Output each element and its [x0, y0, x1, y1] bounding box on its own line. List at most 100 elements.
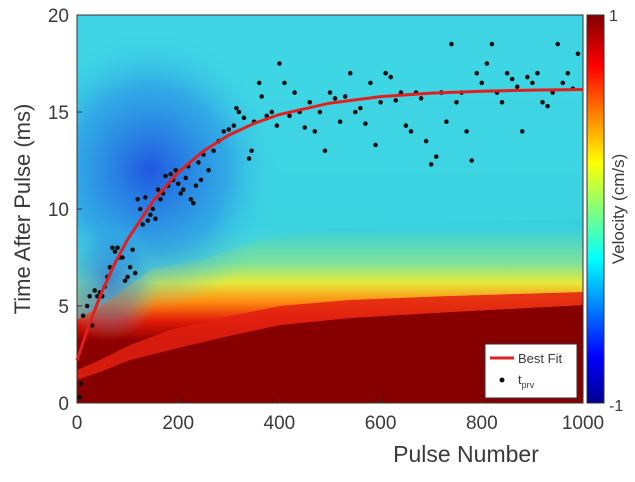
scatter-point [474, 70, 480, 76]
scatter-point [519, 129, 525, 134]
scatter-point [550, 90, 555, 95]
scatter-point [221, 129, 227, 134]
scatter-point [274, 123, 280, 128]
scatter-point [183, 175, 189, 181]
scatter-point [112, 249, 118, 254]
scatter-point [78, 381, 84, 386]
scatter-point [120, 255, 125, 260]
scatter-point [246, 156, 252, 161]
colorbar-tick-label: -1 [609, 398, 623, 415]
scatter-point [125, 274, 130, 280]
scatter-point [312, 129, 318, 134]
y-tick-label: 5 [58, 297, 69, 318]
scatter-point [122, 278, 128, 284]
x-tick-label: 0 [72, 413, 83, 434]
scatter-point [150, 206, 156, 212]
scatter-point [287, 113, 292, 119]
scatter-point [358, 105, 363, 111]
scatter-point [236, 109, 242, 115]
scatter-point [378, 100, 383, 105]
scatter-point [191, 200, 196, 206]
scatter-point [180, 187, 186, 192]
scatter-point [158, 197, 163, 202]
scatter-point [433, 154, 439, 159]
scatter-point [540, 100, 545, 105]
x-tick-label: 600 [365, 413, 397, 434]
colorbar-tick-label: 1 [609, 8, 618, 25]
scatter-point [92, 288, 98, 293]
x-tick-label: 200 [162, 413, 194, 434]
scatter-point [525, 74, 530, 80]
scatter-point [89, 323, 95, 328]
scatter-point [188, 197, 194, 202]
scatter-point [132, 270, 138, 276]
scatter-point [353, 109, 358, 115]
y-tick-label: 20 [48, 6, 69, 27]
scatter-point [206, 167, 211, 173]
scatter-point [231, 123, 237, 128]
scatter-point [514, 84, 520, 90]
y-tick-label: 0 [58, 394, 69, 415]
scatter-point [332, 96, 338, 101]
scatter-point [77, 394, 82, 400]
scatter-point [535, 70, 540, 76]
scatter-point [327, 90, 333, 95]
scatter-point [469, 158, 474, 163]
scatter-point [241, 115, 247, 121]
scatter-point [317, 109, 323, 115]
scatter-point [383, 70, 388, 76]
scatter-point [423, 138, 429, 144]
scatter-point [130, 247, 135, 253]
scatter-point [373, 142, 378, 148]
legend-marker [499, 377, 505, 383]
legend-label-subscript: prv [522, 380, 535, 390]
scatter-point [565, 70, 571, 76]
scatter-point [530, 80, 535, 86]
scatter-point [193, 183, 199, 189]
scatter-point [153, 216, 158, 221]
scatter-point [80, 313, 86, 319]
scatter-point [428, 162, 434, 167]
scatter-point [337, 119, 343, 124]
scatter-point [127, 264, 133, 270]
scatter-point [137, 206, 143, 212]
scatter-point [145, 218, 151, 223]
scatter-point [135, 197, 141, 202]
scatter-point [545, 103, 550, 109]
scatter-point [269, 109, 275, 115]
legend-label: Best Fit [518, 351, 562, 366]
scatter-point [484, 61, 490, 66]
scatter-point [178, 191, 184, 196]
y-tick-label: 15 [48, 103, 69, 124]
scatter-point [211, 148, 216, 154]
scatter-point [256, 80, 262, 86]
colorbar-label: Velocity (cm/s) [609, 154, 628, 265]
x-tick-label: 1000 [562, 413, 604, 434]
scatter-point [464, 129, 469, 134]
scatter-point [84, 303, 90, 309]
scatter-point [342, 94, 348, 99]
scatter-point [163, 173, 168, 179]
scatter-point [302, 125, 308, 130]
scatter-point [173, 167, 178, 173]
scatter-point [148, 212, 153, 218]
legend: Best Fit tprv [484, 343, 578, 399]
scatter-point [560, 80, 566, 86]
scatter-point [388, 74, 394, 80]
scatter-point [449, 41, 454, 47]
scatter-point [198, 177, 204, 183]
x-tick-label: 800 [466, 413, 498, 434]
scatter-point [479, 80, 485, 86]
scatter-point [489, 41, 495, 47]
x-tick-label: 400 [264, 413, 296, 434]
scatter-point [282, 80, 287, 86]
scatter-point [249, 148, 254, 154]
legend-box [484, 343, 578, 399]
scatter-point [499, 100, 505, 105]
scatter-point [555, 41, 560, 47]
scatter-point [155, 187, 161, 192]
scatter-point [307, 100, 313, 105]
colorbar [586, 14, 605, 404]
scatter-point [234, 105, 239, 111]
